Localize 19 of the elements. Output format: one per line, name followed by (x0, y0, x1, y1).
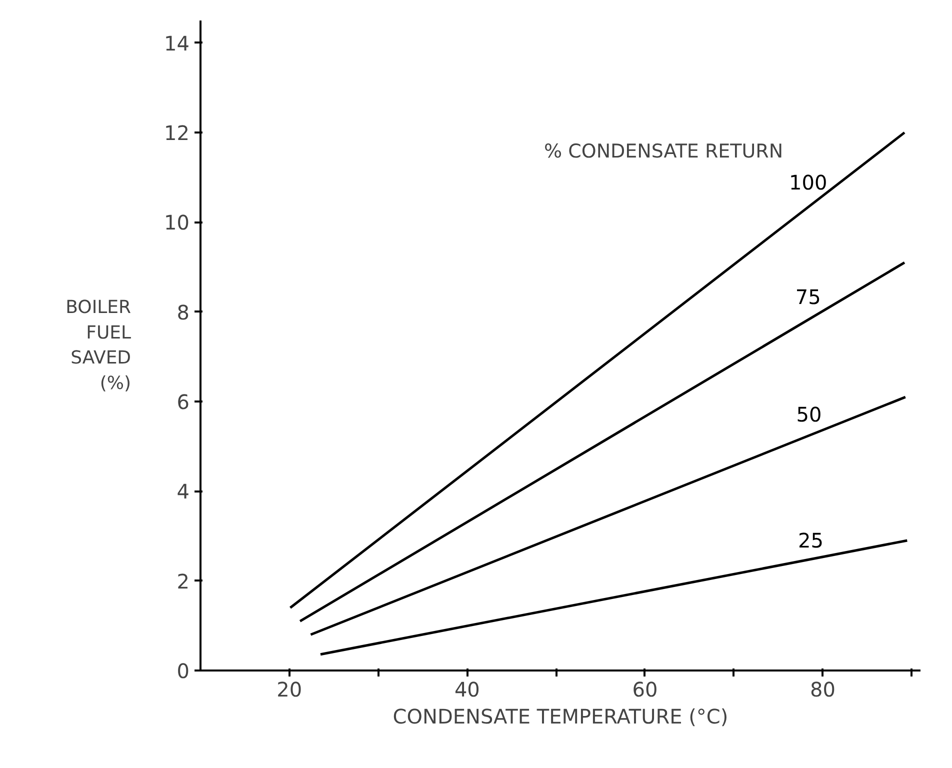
x-tick-label: 60 (632, 678, 658, 702)
y-axis-title: BOILER FUEL SAVED (%) (66, 297, 132, 394)
y-tick-label: 4 (176, 480, 190, 504)
series-label: 50 (796, 402, 822, 427)
y-tick-label: 14 (164, 31, 190, 56)
y-tick-label: 8 (176, 300, 190, 324)
y-tick-label: 0 (176, 659, 190, 683)
y-tick-label: 6 (176, 390, 190, 414)
y-tick-label: 12 (164, 121, 190, 146)
annotation: % CONDENSATE RETURN (544, 140, 784, 163)
series-label: 100 (789, 170, 828, 194)
x-tick-label: 20 (276, 678, 302, 702)
x-tick-label: 80 (810, 678, 836, 702)
series-label: 75 (795, 284, 821, 309)
x-tick-label: 40 (454, 678, 480, 702)
x-axis-title: CONDENSATE TEMPERATURE (°C) (392, 704, 728, 728)
y-tick-label: 10 (164, 210, 190, 235)
series-label: 25 (798, 528, 824, 552)
y-tick-label: 2 (176, 569, 190, 594)
